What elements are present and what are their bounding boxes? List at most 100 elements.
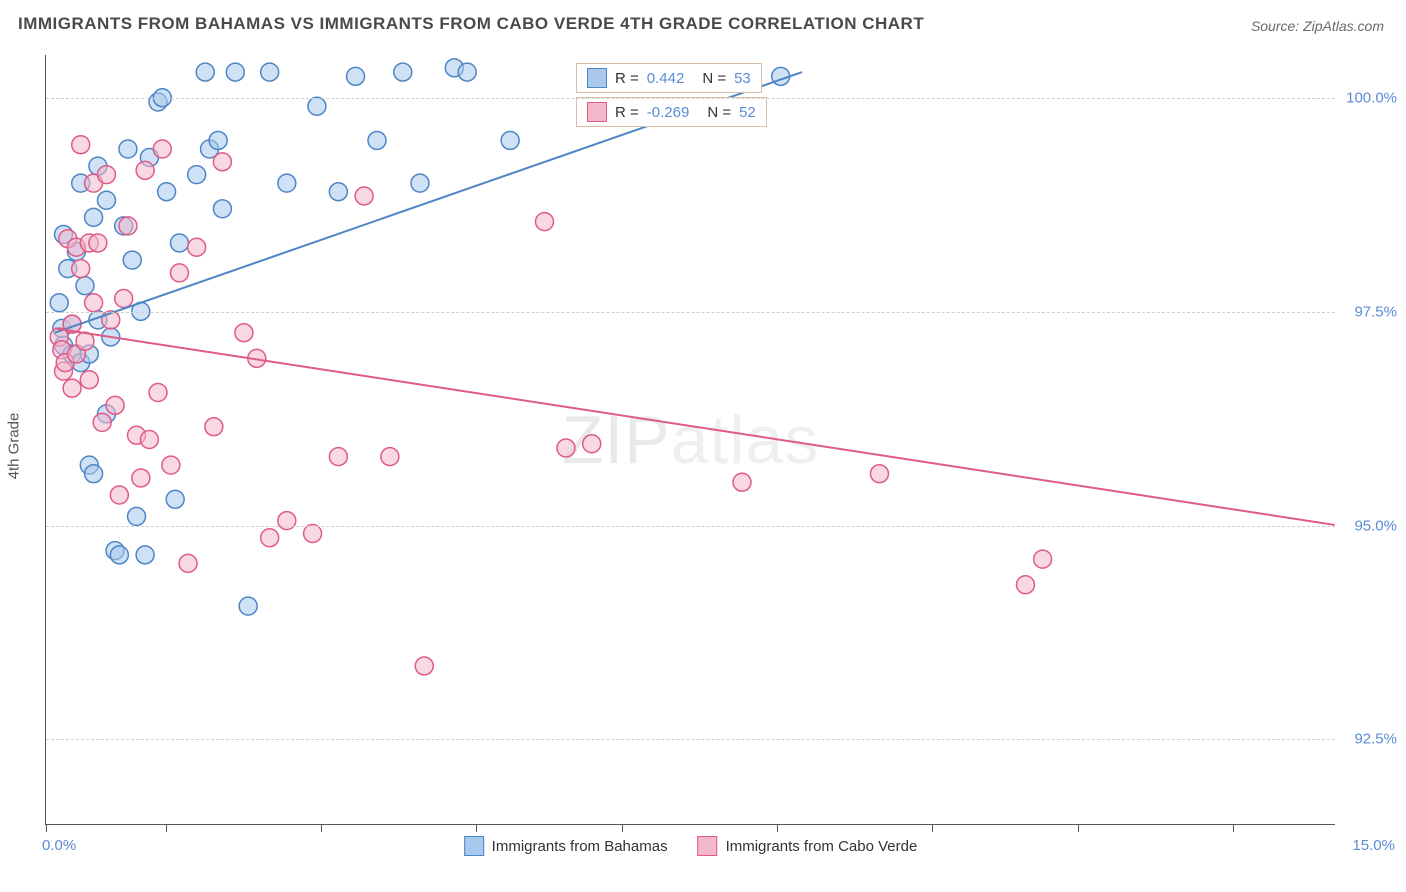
stats-legend-cabo-verde: R = -0.269 N = 52 [576,97,767,127]
trend-line [55,328,1335,525]
data-point [196,63,214,81]
chart-title: IMMIGRANTS FROM BAHAMAS VS IMMIGRANTS FR… [18,14,924,34]
data-point [179,554,197,572]
gridline [46,98,1335,99]
source-attribution: Source: ZipAtlas.com [1251,18,1384,34]
y-tick-label: 100.0% [1346,89,1397,106]
gridline [46,312,1335,313]
data-point [213,200,231,218]
y-axis-label: 4th Grade [6,413,23,480]
data-point [1016,576,1034,594]
gridline [46,739,1335,740]
x-tick [166,824,167,832]
data-point [170,264,188,282]
data-point [149,384,167,402]
data-point [381,448,399,466]
data-point [72,136,90,154]
data-point [278,512,296,530]
swatch-bahamas-icon [587,68,607,88]
data-point [153,140,171,158]
data-point [110,486,128,504]
data-point [501,131,519,149]
data-point [329,448,347,466]
data-point [261,529,279,547]
data-point [166,490,184,508]
data-point [85,294,103,312]
data-point [119,140,137,158]
data-point [158,183,176,201]
data-point [123,251,141,269]
data-point [80,371,98,389]
data-point [110,546,128,564]
data-point [394,63,412,81]
data-point [85,208,103,226]
data-point [733,473,751,491]
x-tick [476,824,477,832]
data-point [115,290,133,308]
data-point [128,507,146,525]
data-point [278,174,296,192]
data-point [213,153,231,171]
data-point [93,413,111,431]
y-tick-label: 97.5% [1354,303,1397,320]
data-point [411,174,429,192]
swatch-bahamas-icon [464,836,484,856]
plot-area: ZIPatlas R = 0.442 N = 53 R = -0.269 N =… [45,55,1335,825]
data-point [63,379,81,397]
data-point [72,260,90,278]
data-point [97,191,115,209]
y-tick-label: 95.0% [1354,517,1397,534]
x-tick [1078,824,1079,832]
data-point [557,439,575,457]
swatch-cabo-verde-icon [587,102,607,122]
data-point [355,187,373,205]
x-min-label: 0.0% [42,837,76,854]
x-tick [622,824,623,832]
data-point [368,131,386,149]
data-point [50,294,68,312]
data-point [458,63,476,81]
y-tick-label: 92.5% [1354,731,1397,748]
data-point [583,435,601,453]
x-tick [46,824,47,832]
data-point [536,213,554,231]
x-tick [1233,824,1234,832]
data-point [329,183,347,201]
x-max-label: 15.0% [1352,837,1395,854]
x-tick [777,824,778,832]
data-point [136,546,154,564]
data-point [304,525,322,543]
x-tick [321,824,322,832]
data-point [85,465,103,483]
data-point [308,97,326,115]
data-point [415,657,433,675]
swatch-cabo-verde-icon [698,836,718,856]
data-point [205,418,223,436]
data-point [870,465,888,483]
bottom-legend: Immigrants from Bahamas Immigrants from … [464,836,918,856]
chart-svg [46,55,1335,824]
data-point [89,234,107,252]
data-point [106,396,124,414]
legend-label: Immigrants from Bahamas [492,838,668,855]
data-point [97,166,115,184]
data-point [261,63,279,81]
data-point [119,217,137,235]
data-point [1034,550,1052,568]
data-point [347,67,365,85]
data-point [170,234,188,252]
x-tick [932,824,933,832]
data-point [209,131,227,149]
data-point [136,161,154,179]
legend-item-cabo-verde: Immigrants from Cabo Verde [698,836,918,856]
legend-label: Immigrants from Cabo Verde [726,838,918,855]
data-point [226,63,244,81]
data-point [132,469,150,487]
data-point [76,277,94,295]
data-point [239,597,257,615]
data-point [162,456,180,474]
data-point [188,238,206,256]
gridline [46,526,1335,527]
stats-legend-bahamas: R = 0.442 N = 53 [576,63,762,93]
data-point [140,431,158,449]
